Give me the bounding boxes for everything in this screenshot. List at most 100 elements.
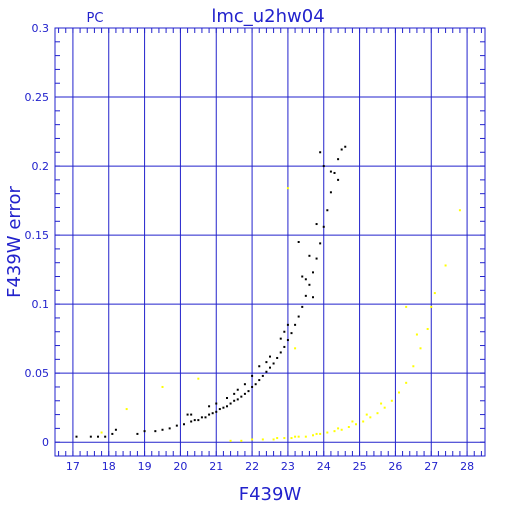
x-tick-label: 20 <box>173 460 187 473</box>
chart-title: lmc_u2hw04 <box>211 6 324 27</box>
data-point-black <box>283 330 286 333</box>
data-points <box>75 145 461 442</box>
data-point-yellow <box>405 305 408 308</box>
data-point-black <box>329 191 332 194</box>
data-point-black <box>315 257 318 260</box>
data-point-black <box>111 432 114 435</box>
data-point-black <box>261 374 264 377</box>
data-point-yellow <box>383 406 386 409</box>
data-point-yellow <box>347 426 350 429</box>
data-point-black <box>322 225 325 228</box>
x-tick-label: 17 <box>66 460 80 473</box>
data-point-black <box>104 435 107 438</box>
data-point-black <box>265 361 268 364</box>
data-point-black <box>200 416 203 419</box>
y-tick-label: 0.15 <box>25 229 50 242</box>
data-point-black <box>215 410 218 413</box>
data-point-black <box>208 405 211 408</box>
x-tick-labels: 17 18 19 20 21 22 23 24 25 26 27 28 <box>66 460 474 473</box>
y-tick-labels: 0 0.05 0.1 0.15 0.2 0.25 0.3 <box>25 22 50 449</box>
chart-subtitle: PC <box>87 11 104 26</box>
data-point-black <box>297 241 300 243</box>
data-point-yellow <box>340 428 343 431</box>
data-point-black <box>344 145 347 148</box>
data-point-yellow <box>362 420 365 423</box>
data-point-black <box>258 365 261 368</box>
y-tick-label: 0.2 <box>32 160 50 173</box>
data-point-black <box>301 275 304 278</box>
data-point-black <box>340 148 343 151</box>
data-point-yellow <box>100 431 103 434</box>
data-point-black <box>236 388 239 391</box>
data-point-black <box>286 339 289 342</box>
data-point-black <box>279 337 282 340</box>
x-tick-label: 22 <box>245 460 259 473</box>
data-point-black <box>175 424 178 427</box>
y-axis-label: F439W error <box>4 186 25 298</box>
data-point-black <box>304 278 307 281</box>
data-point-black <box>326 209 329 212</box>
data-point-black <box>197 419 200 422</box>
data-point-black <box>193 419 196 422</box>
x-tick-label: 18 <box>102 460 116 473</box>
tick-marks <box>55 27 485 456</box>
data-point-yellow <box>380 402 383 405</box>
data-point-black <box>243 383 246 386</box>
x-axis-label: F439W <box>239 484 302 505</box>
data-point-black <box>215 402 218 405</box>
data-point-black <box>319 151 322 154</box>
x-tick-label: 24 <box>317 460 331 473</box>
data-point-black <box>211 412 214 415</box>
data-point-black <box>269 366 271 369</box>
data-point-black <box>312 296 314 299</box>
data-point-black <box>186 413 189 416</box>
data-point-black <box>233 399 236 402</box>
data-point-black <box>279 351 282 354</box>
data-point-black <box>258 379 261 382</box>
data-point-black <box>304 294 307 297</box>
data-point-black <box>168 427 171 430</box>
data-point-yellow <box>276 437 279 440</box>
data-point-yellow <box>444 264 447 267</box>
y-tick-label: 0.3 <box>32 22 50 35</box>
data-point-black <box>161 428 164 431</box>
data-point-black <box>236 398 239 401</box>
data-point-yellow <box>304 435 307 438</box>
plot-frame <box>54 27 486 457</box>
data-point-black <box>286 323 289 326</box>
data-point-black <box>290 332 293 335</box>
data-point-yellow <box>290 437 293 440</box>
data-point-black <box>329 170 332 173</box>
data-point-black <box>337 178 340 181</box>
data-point-yellow <box>319 432 322 435</box>
data-point-black <box>229 402 232 405</box>
x-tick-label: 23 <box>281 460 295 473</box>
data-point-yellow <box>426 327 429 330</box>
data-point-yellow <box>197 377 200 380</box>
data-point-black <box>333 171 336 174</box>
data-point-black <box>143 430 146 433</box>
data-point-black <box>204 416 207 419</box>
data-point-black <box>183 423 185 426</box>
data-point-black <box>294 323 297 326</box>
data-point-black <box>297 315 300 318</box>
data-point-black <box>154 430 157 433</box>
data-point-yellow <box>333 430 336 433</box>
data-point-black <box>265 370 268 373</box>
y-tick-label: 0.25 <box>25 91 50 104</box>
data-point-black <box>301 305 304 308</box>
data-point-yellow <box>294 347 297 350</box>
data-point-black <box>233 392 236 395</box>
data-point-black <box>251 374 254 377</box>
data-point-yellow <box>376 412 379 415</box>
y-tick-label: 0.1 <box>32 298 50 311</box>
x-tick-label: 27 <box>424 460 438 473</box>
data-point-black <box>308 283 311 286</box>
grid-lines <box>55 27 485 456</box>
data-point-black <box>190 413 193 416</box>
data-point-black <box>97 435 99 438</box>
data-point-yellow <box>398 391 400 394</box>
data-point-yellow <box>161 385 164 388</box>
data-point-yellow <box>419 347 422 350</box>
